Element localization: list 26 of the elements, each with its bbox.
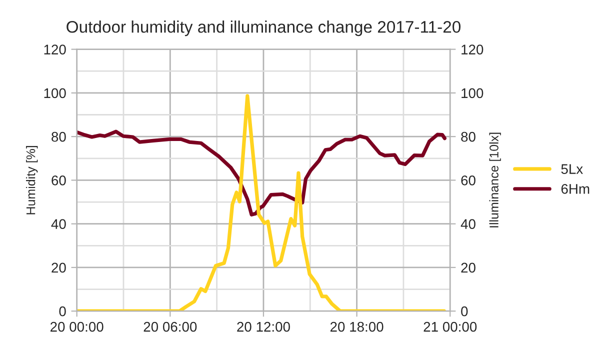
x-tick-label: 20 12:00 — [237, 322, 290, 332]
y2-tick-label: 0 — [461, 306, 468, 316]
y-tick-label: 100 — [44, 88, 66, 98]
y-tick-label: 0 — [59, 306, 66, 316]
y2-tick-label: 120 — [462, 44, 484, 54]
y-tick-label: 20 — [52, 262, 66, 273]
y2-tick-label: 20 — [461, 262, 476, 273]
legend-label: 5Lx — [561, 164, 583, 174]
y2-tick-label: 100 — [462, 88, 484, 98]
y-tick-label: 80 — [52, 132, 66, 142]
y-tick-label: 40 — [51, 219, 66, 230]
y2-tick-label: 80 — [461, 132, 476, 142]
y-axis-title: Humidity [%] — [26, 146, 38, 214]
x-tick-label: 20 06:00 — [144, 322, 197, 332]
x-tick-label: 20 00:00 — [50, 322, 104, 332]
line-series — [76, 130, 446, 216]
x-tick-label: 20 18:00 — [330, 322, 384, 332]
y-tick-label: 120 — [44, 44, 66, 54]
line-series — [76, 94, 446, 312]
y2-tick-label: 60 — [461, 176, 476, 186]
chart-title: Outdoor humidity and illuminance change 2017-11-20 — [66, 20, 460, 36]
x-tick-label: 21 00:00 — [424, 322, 477, 332]
y2-axis-title: Illuminance [10lx] — [489, 132, 501, 228]
y2-tick-label: 40 — [460, 219, 476, 230]
y-tick-label: 60 — [52, 176, 66, 186]
legend-label: 6Hm — [561, 184, 590, 194]
